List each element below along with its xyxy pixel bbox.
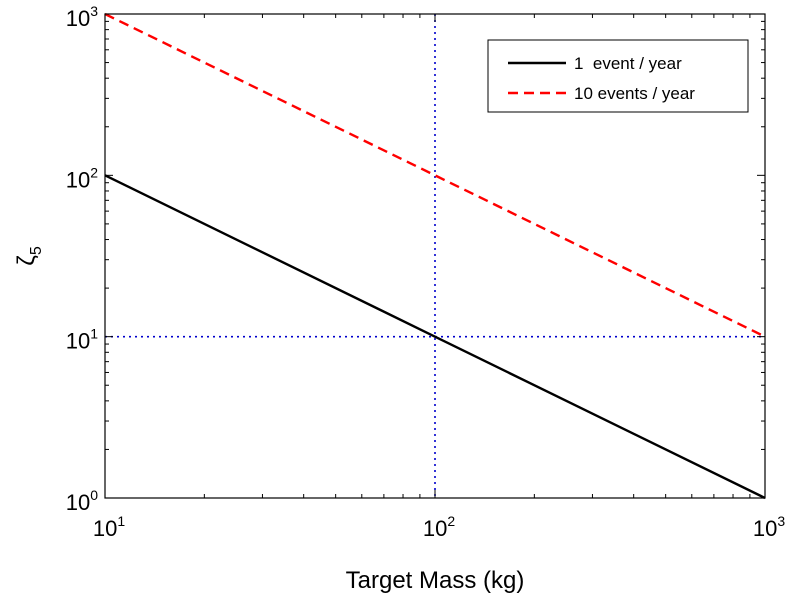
y-tick-label: 101 <box>66 326 98 354</box>
series-line-1 <box>104 174 766 500</box>
y-axis-title-symbol: ζ <box>13 255 40 266</box>
y-tick-label: 103 <box>66 3 98 31</box>
legend-label-10-events: 10 events / year <box>574 84 695 103</box>
series-lines <box>104 12 766 500</box>
legend-box <box>487 39 749 113</box>
series-line-2 <box>104 12 766 338</box>
y-tick-label: 100 <box>66 487 98 515</box>
axis-ticks <box>104 13 766 499</box>
legend-label-1-event: 1 event / year <box>574 54 682 73</box>
y-axis-title: ζ5 <box>13 246 45 266</box>
y-axis-title-subscript: 5 <box>28 246 45 255</box>
y-tick-label: 102 <box>66 164 98 192</box>
x-tick-label: 101 <box>93 513 125 541</box>
x-tick-label: 102 <box>423 513 455 541</box>
x-tick-label: 103 <box>753 513 785 541</box>
x-axis-title: Target Mass (kg) <box>346 567 525 594</box>
legend: 1 event / year 10 events / year <box>487 39 749 113</box>
